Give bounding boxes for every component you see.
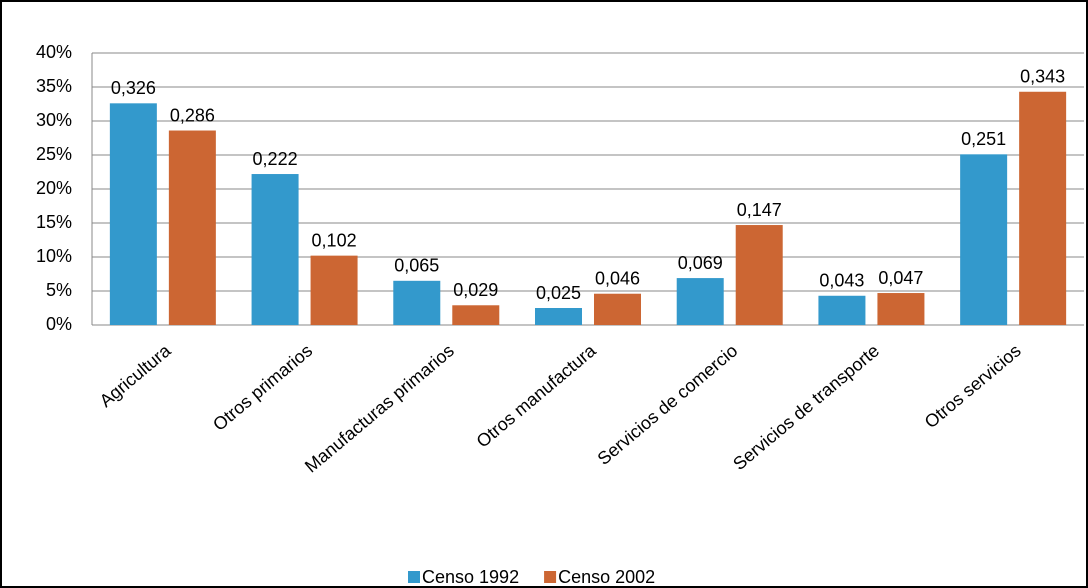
bar [960, 154, 1008, 325]
bar [452, 305, 500, 325]
y-tick-label: 15% [36, 212, 72, 232]
legend-label: Censo 1992 [422, 567, 519, 587]
value-label: 0,147 [737, 200, 782, 220]
value-label: 0,251 [961, 129, 1006, 149]
y-tick-label: 35% [36, 76, 72, 96]
value-label: 0,343 [1020, 67, 1065, 87]
y-tick-label: 5% [46, 280, 72, 300]
legend-swatch [408, 571, 420, 583]
value-label: 0,286 [170, 105, 215, 125]
y-tick-label: 0% [46, 314, 72, 334]
y-tick-label: 10% [36, 246, 72, 266]
value-label: 0,222 [253, 149, 298, 169]
y-tick-label: 30% [36, 110, 72, 130]
bar [251, 174, 299, 325]
bar [818, 295, 866, 325]
bar [877, 293, 925, 325]
bar [1019, 91, 1067, 325]
legend-label: Censo 2002 [558, 567, 655, 587]
bar [393, 280, 441, 325]
legend-swatch [544, 571, 557, 583]
value-label: 0,025 [536, 283, 581, 303]
value-label: 0,102 [312, 230, 357, 250]
bar [535, 308, 582, 325]
bar [310, 255, 358, 325]
bar [735, 225, 783, 325]
value-label: 0,047 [878, 268, 923, 288]
value-label: 0,043 [819, 271, 864, 291]
y-tick-label: 25% [36, 144, 72, 164]
bar [109, 103, 157, 325]
value-label: 0,065 [394, 256, 439, 276]
value-label: 0,046 [595, 268, 640, 288]
bar [594, 293, 641, 325]
bar [168, 130, 216, 325]
value-label: 0,069 [678, 253, 723, 273]
y-tick-label: 40% [36, 42, 72, 62]
y-tick-label: 20% [36, 178, 72, 198]
value-label: 0,029 [453, 280, 498, 300]
bar [676, 278, 724, 325]
value-label: 0,326 [111, 78, 156, 98]
